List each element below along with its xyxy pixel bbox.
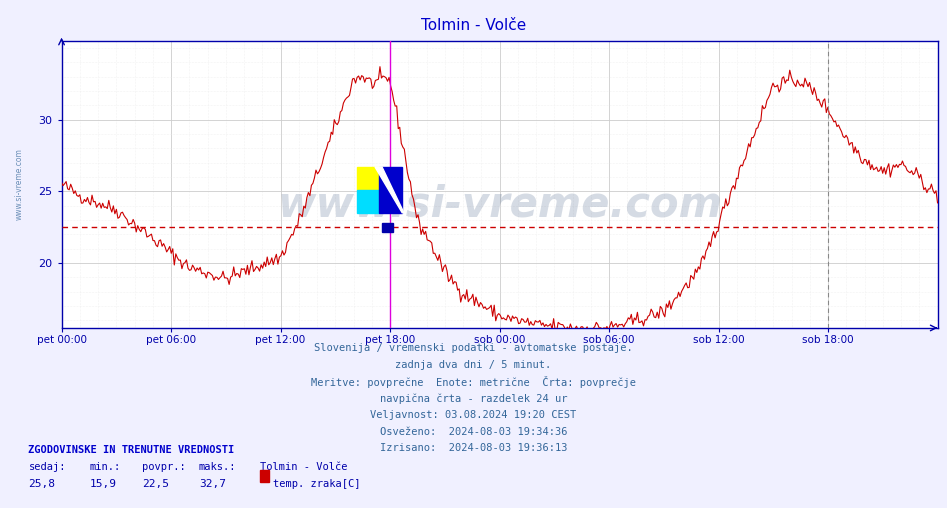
Text: 22,5: 22,5 — [142, 479, 170, 489]
Text: min.:: min.: — [90, 462, 121, 472]
Text: sedaj:: sedaj: — [28, 462, 66, 472]
Text: navpična črta - razdelek 24 ur: navpična črta - razdelek 24 ur — [380, 393, 567, 404]
Text: Slovenija / vremenski podatki - avtomatske postaje.: Slovenija / vremenski podatki - avtomats… — [314, 343, 633, 353]
Text: Meritve: povprečne  Enote: metrične  Črta: povprečje: Meritve: povprečne Enote: metrične Črta:… — [311, 376, 636, 389]
Text: Izrisano:  2024-08-03 19:36:13: Izrisano: 2024-08-03 19:36:13 — [380, 443, 567, 454]
Polygon shape — [375, 167, 404, 213]
Text: Tolmin - Volče: Tolmin - Volče — [260, 462, 348, 472]
Text: www.si-vreme.com: www.si-vreme.com — [15, 148, 24, 220]
Text: Tolmin - Volče: Tolmin - Volče — [420, 18, 527, 33]
Text: povpr.:: povpr.: — [142, 462, 186, 472]
Polygon shape — [356, 167, 380, 190]
Text: temp. zraka[C]: temp. zraka[C] — [273, 479, 360, 489]
Text: 32,7: 32,7 — [199, 479, 226, 489]
Text: Osveženo:  2024-08-03 19:34:36: Osveženo: 2024-08-03 19:34:36 — [380, 427, 567, 437]
Text: 15,9: 15,9 — [90, 479, 117, 489]
Polygon shape — [356, 190, 380, 213]
Text: ZGODOVINSKE IN TRENUTNE VREDNOSTI: ZGODOVINSKE IN TRENUTNE VREDNOSTI — [28, 444, 235, 455]
Text: zadnja dva dni / 5 minut.: zadnja dva dni / 5 minut. — [396, 360, 551, 370]
Text: www.si-vreme.com: www.si-vreme.com — [277, 183, 722, 225]
Polygon shape — [383, 223, 393, 232]
Polygon shape — [380, 167, 402, 213]
Text: 25,8: 25,8 — [28, 479, 56, 489]
Text: maks.:: maks.: — [199, 462, 237, 472]
Text: Veljavnost: 03.08.2024 19:20 CEST: Veljavnost: 03.08.2024 19:20 CEST — [370, 410, 577, 420]
